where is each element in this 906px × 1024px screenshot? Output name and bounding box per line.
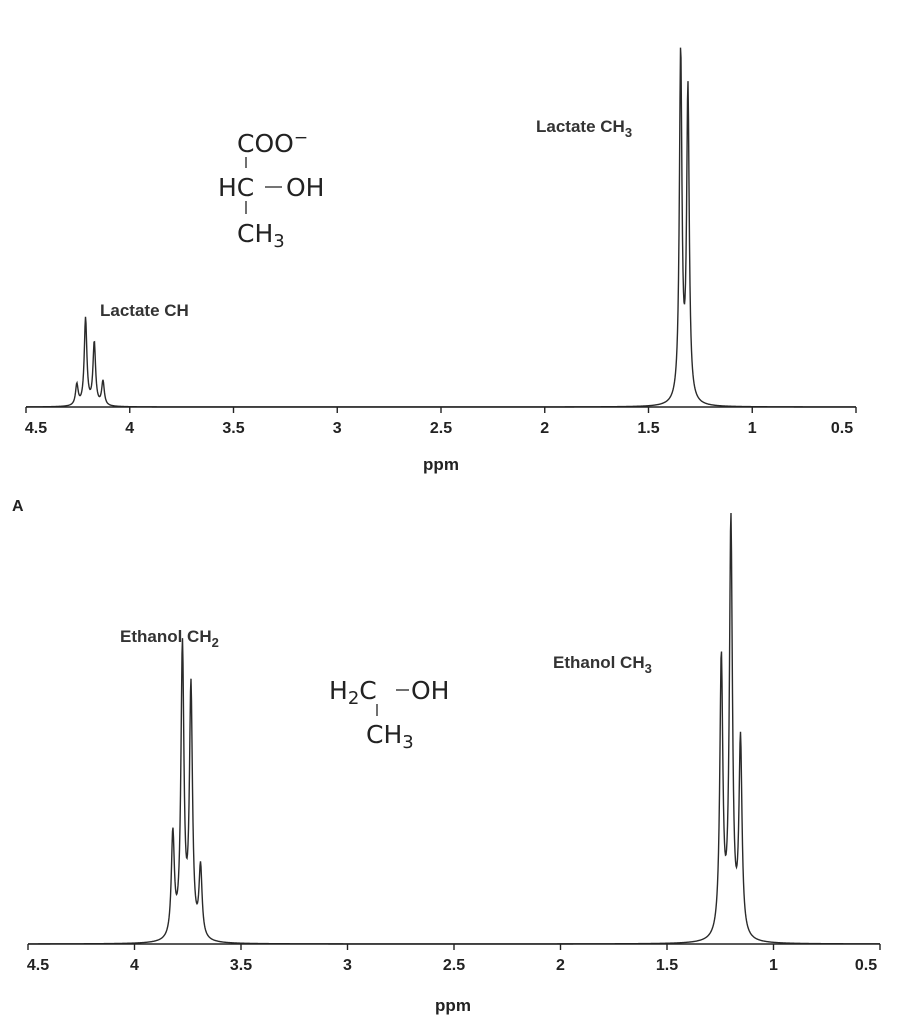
lactate-x-axis: 4.5 4 3.5 3 2.5 2 1.5 1 0.5	[25, 406, 857, 437]
ethanol-tick-label: 3	[343, 957, 352, 974]
ethanol-tick-label: 1	[769, 957, 778, 974]
ethanol-tick-label: 2	[556, 957, 565, 974]
lactate-spectrum	[26, 47, 856, 408]
ethanol-tick-label: 4	[130, 957, 139, 974]
panel-letter: A	[12, 498, 24, 515]
lactate-tick-label: 3.5	[222, 420, 244, 437]
lactate-x-axis-label: ppm	[423, 455, 459, 474]
lactate-spectrum-panel: 4.5 4 3.5 3 2.5 2 1.5 1 0.5 ppm Lactate CH Lacta…	[25, 47, 857, 474]
ethanol-spectrum-line	[28, 512, 880, 945]
ethanol-tick-label: 0.5	[855, 957, 877, 974]
lactate-tick-label: 2	[540, 420, 549, 437]
lactate-ch-label: Lactate CH	[100, 301, 189, 320]
lactate-hydroxyl: OH	[286, 173, 324, 202]
ethanol-tick-label: 1.5	[656, 957, 678, 974]
ethanol-tick-label: 3.5	[230, 957, 252, 974]
lactate-structure: COO− HC OH CH3	[218, 128, 324, 252]
lactate-tick-label: 3	[333, 420, 342, 437]
ethanol-spectrum-panel: 4.5 4 3.5 3 2.5 2 1.5 1 0.5 ppm Ethanol CH2 Etha…	[27, 512, 881, 1015]
ethanol-ch2-label: Ethanol CH2	[120, 627, 219, 650]
lactate-methyl: CH3	[237, 219, 285, 252]
ethanol-structure: H2C OH CH3	[329, 676, 449, 753]
lactate-tick-label: 4	[125, 420, 134, 437]
ethanol-methyl: CH3	[366, 720, 414, 753]
lactate-spectrum-line	[26, 47, 856, 408]
lactate-carboxylate: COO−	[237, 128, 308, 158]
ethanol-tick-label: 4.5	[27, 957, 49, 974]
ethanol-methylene: H2C	[329, 676, 377, 709]
ethanol-x-axis-label: ppm	[435, 996, 471, 1015]
ethanol-spectrum	[28, 512, 880, 945]
lactate-tick-label: 1	[748, 420, 757, 437]
ethanol-ch3-label: Ethanol CH3	[553, 653, 652, 676]
lactate-tick-label: 2.5	[430, 420, 452, 437]
lactate-tick-label: 1.5	[637, 420, 659, 437]
lactate-tick-label: 0.5	[831, 420, 853, 437]
lactate-alpha-carbon: HC	[218, 173, 254, 202]
ethanol-x-axis: 4.5 4 3.5 3 2.5 2 1.5 1 0.5	[27, 943, 881, 974]
lactate-tick-label: 4.5	[25, 420, 47, 437]
lactate-ch3-label: Lactate CH3	[536, 117, 632, 140]
ethanol-tick-label: 2.5	[443, 957, 465, 974]
ethanol-hydroxyl: OH	[411, 676, 449, 705]
